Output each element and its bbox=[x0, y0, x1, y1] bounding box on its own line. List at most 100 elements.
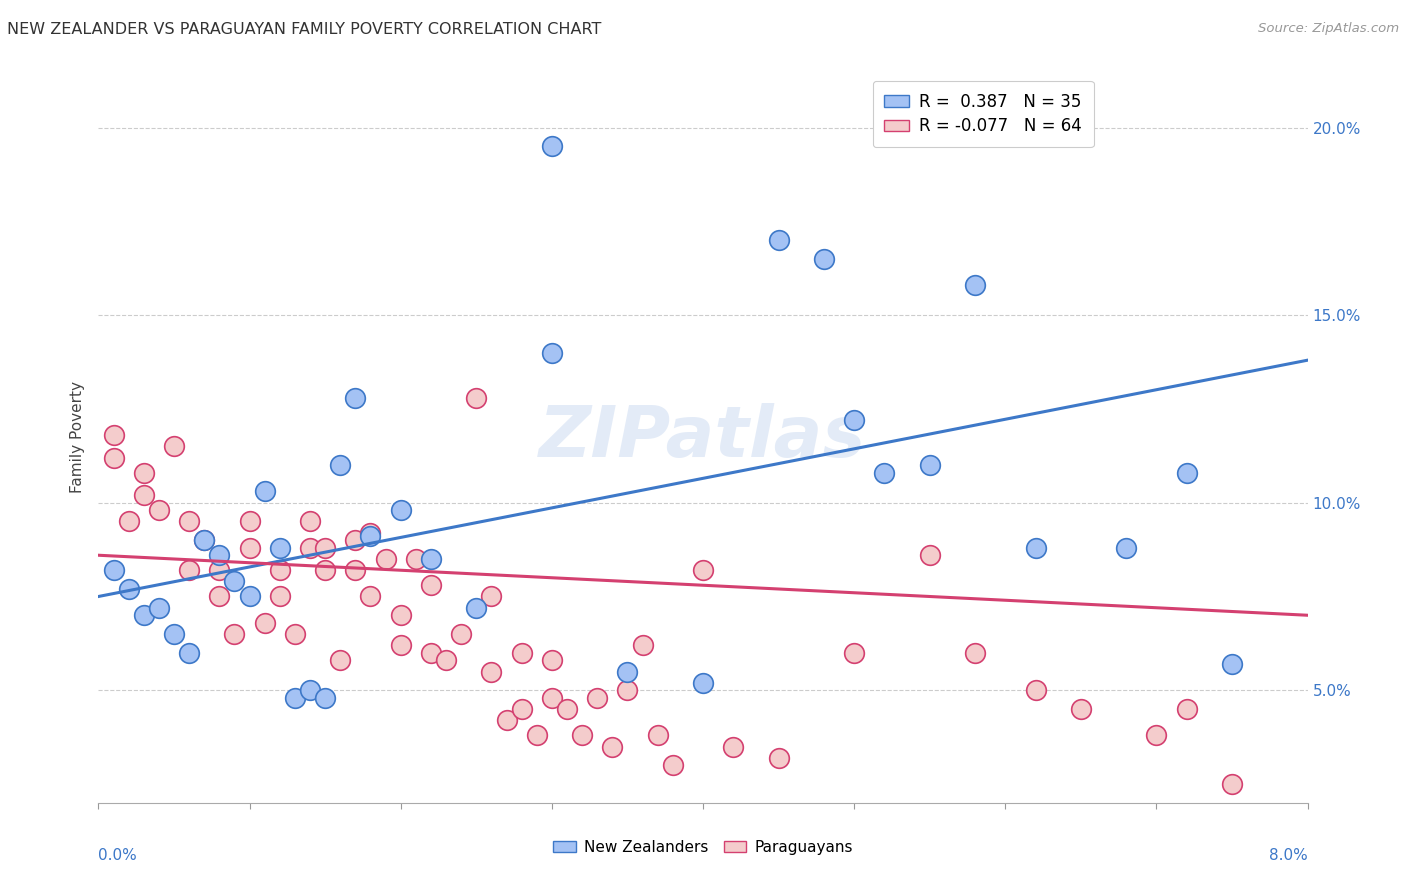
Point bbox=[481, 665, 503, 679]
Point bbox=[163, 627, 186, 641]
Point bbox=[344, 391, 367, 405]
Point bbox=[344, 563, 367, 577]
Point bbox=[224, 574, 246, 589]
Point bbox=[329, 653, 352, 667]
Point bbox=[253, 615, 276, 630]
Point bbox=[631, 638, 654, 652]
Point bbox=[616, 683, 638, 698]
Point bbox=[208, 590, 231, 604]
Point bbox=[813, 252, 835, 266]
Point bbox=[132, 488, 155, 502]
Point bbox=[239, 541, 262, 555]
Y-axis label: Family Poverty: Family Poverty bbox=[70, 381, 86, 493]
Point bbox=[314, 541, 336, 555]
Point bbox=[148, 600, 170, 615]
Point bbox=[299, 683, 322, 698]
Point bbox=[269, 563, 291, 577]
Point bbox=[314, 563, 336, 577]
Point bbox=[118, 582, 141, 596]
Point bbox=[208, 563, 231, 577]
Text: NEW ZEALANDER VS PARAGUAYAN FAMILY POVERTY CORRELATION CHART: NEW ZEALANDER VS PARAGUAYAN FAMILY POVER… bbox=[7, 22, 602, 37]
Point bbox=[1175, 466, 1198, 480]
Point bbox=[450, 627, 472, 641]
Point bbox=[360, 590, 382, 604]
Point bbox=[965, 278, 987, 293]
Point bbox=[1146, 728, 1168, 742]
Point bbox=[586, 690, 609, 705]
Point bbox=[571, 728, 593, 742]
Point bbox=[420, 578, 443, 592]
Point bbox=[239, 515, 262, 529]
Point bbox=[692, 675, 714, 690]
Point bbox=[360, 529, 382, 543]
Point bbox=[208, 548, 231, 562]
Text: 8.0%: 8.0% bbox=[1268, 847, 1308, 863]
Point bbox=[723, 739, 745, 754]
Point bbox=[465, 391, 488, 405]
Point bbox=[179, 646, 201, 660]
Point bbox=[541, 690, 564, 705]
Point bbox=[1070, 702, 1092, 716]
Point bbox=[193, 533, 215, 548]
Point bbox=[1220, 777, 1243, 791]
Point bbox=[329, 458, 352, 473]
Point bbox=[768, 233, 790, 247]
Point bbox=[132, 608, 155, 623]
Point bbox=[662, 758, 685, 772]
Point bbox=[465, 600, 488, 615]
Point bbox=[918, 458, 941, 473]
Point bbox=[918, 548, 941, 562]
Point bbox=[616, 665, 638, 679]
Point bbox=[299, 541, 322, 555]
Point bbox=[103, 450, 125, 465]
Legend: New Zealanders, Paraguayans: New Zealanders, Paraguayans bbox=[547, 834, 859, 861]
Point bbox=[873, 466, 896, 480]
Point bbox=[647, 728, 669, 742]
Point bbox=[389, 608, 412, 623]
Text: ZIPatlas: ZIPatlas bbox=[540, 402, 866, 472]
Point bbox=[510, 702, 533, 716]
Point bbox=[118, 515, 141, 529]
Point bbox=[374, 552, 396, 566]
Point bbox=[163, 440, 186, 454]
Point bbox=[420, 646, 443, 660]
Point bbox=[389, 503, 412, 517]
Point bbox=[434, 653, 457, 667]
Point bbox=[193, 533, 215, 548]
Point bbox=[1025, 541, 1047, 555]
Point bbox=[224, 627, 246, 641]
Point bbox=[844, 413, 866, 427]
Point bbox=[768, 751, 790, 765]
Point bbox=[344, 533, 367, 548]
Point bbox=[103, 428, 125, 442]
Point bbox=[495, 713, 517, 727]
Point bbox=[420, 552, 443, 566]
Point bbox=[1175, 702, 1198, 716]
Point bbox=[965, 646, 987, 660]
Point bbox=[148, 503, 170, 517]
Point bbox=[1025, 683, 1047, 698]
Point bbox=[253, 484, 276, 499]
Point bbox=[541, 139, 564, 153]
Point bbox=[844, 646, 866, 660]
Point bbox=[1220, 657, 1243, 671]
Point bbox=[541, 653, 564, 667]
Point bbox=[299, 515, 322, 529]
Point bbox=[269, 541, 291, 555]
Point bbox=[239, 590, 262, 604]
Point bbox=[692, 563, 714, 577]
Point bbox=[405, 552, 427, 566]
Point bbox=[360, 525, 382, 540]
Point bbox=[1115, 541, 1137, 555]
Point bbox=[526, 728, 548, 742]
Point bbox=[389, 638, 412, 652]
Point bbox=[314, 690, 336, 705]
Point bbox=[481, 590, 503, 604]
Point bbox=[284, 627, 307, 641]
Point bbox=[541, 345, 564, 359]
Point bbox=[179, 515, 201, 529]
Text: 0.0%: 0.0% bbox=[98, 847, 138, 863]
Point bbox=[284, 690, 307, 705]
Point bbox=[555, 702, 578, 716]
Text: Source: ZipAtlas.com: Source: ZipAtlas.com bbox=[1258, 22, 1399, 36]
